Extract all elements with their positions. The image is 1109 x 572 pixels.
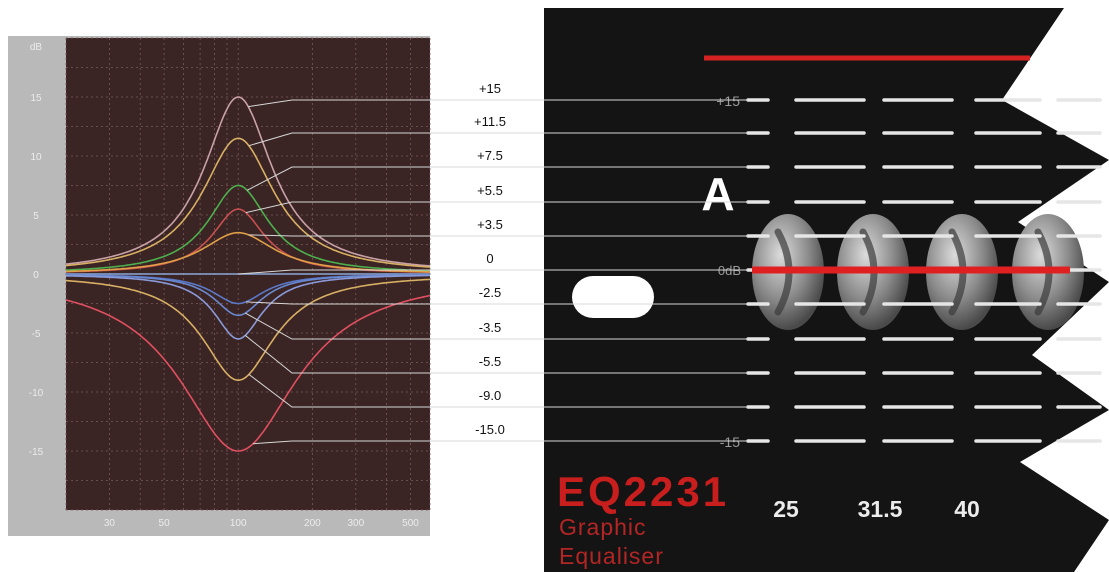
response-curve xyxy=(65,294,431,452)
x-tick-label: 30 xyxy=(104,518,116,529)
band-frequency-25: 25 xyxy=(773,496,799,522)
callout-leader-line xyxy=(245,301,748,305)
equaliser-panel: +15 0dB -15 A EQ2231 Graphic Equaliser 2… xyxy=(544,8,1109,572)
y-tick-label: -10 xyxy=(29,388,44,399)
subtitle-equaliser: Equaliser xyxy=(559,543,664,569)
model-name: EQ2231 xyxy=(557,468,729,515)
response-curve xyxy=(65,184,430,272)
subtitle-graphic: Graphic xyxy=(559,514,647,540)
callout-leader-line xyxy=(238,269,748,275)
gain-callouts: +15 +11.5 +7.5 +5.5 +3.5 0 -2.5 -3.5 -5.5 -9.0 -15… xyxy=(238,81,748,445)
callout-leader-line xyxy=(252,440,748,445)
callout-leader-line xyxy=(245,312,748,340)
response-curves xyxy=(65,96,431,452)
x-tick-label: 300 xyxy=(347,518,364,529)
callout-label: -9.0 xyxy=(479,388,501,403)
callout-leader-line xyxy=(248,374,748,408)
callout-label: +5.5 xyxy=(477,183,503,198)
callout-label: +11.5 xyxy=(474,114,506,129)
callout-label: +3.5 xyxy=(477,217,503,232)
response-curve xyxy=(65,278,431,381)
callout-leader-line xyxy=(244,335,748,374)
response-curve xyxy=(65,96,431,267)
callout-leader-line xyxy=(248,234,748,237)
bottom-scale-label: -15 xyxy=(720,434,740,450)
callout-label: -15.0 xyxy=(475,422,505,437)
callout-label: +15 xyxy=(479,81,501,96)
callout-label: +7.5 xyxy=(477,148,503,163)
callout-leader-line xyxy=(246,166,748,191)
panel-background xyxy=(544,8,1109,572)
y-tick-label: 15 xyxy=(30,93,42,104)
x-tick-label: 500 xyxy=(402,518,419,529)
y-tick-label: 5 xyxy=(33,211,39,222)
y-tick-label: 0 xyxy=(33,270,39,281)
callout-leader-line xyxy=(248,99,748,108)
callout-leader-line xyxy=(248,132,748,147)
y-tick-label: -15 xyxy=(29,447,44,458)
callout-label: -3.5 xyxy=(479,320,501,335)
callout-label: -5.5 xyxy=(479,354,501,369)
band-frequency-40: 40 xyxy=(954,496,980,522)
x-tick-label: 50 xyxy=(159,518,171,529)
x-tick-label: 100 xyxy=(230,518,247,529)
band-frequency-31-5: 31.5 xyxy=(858,496,903,522)
response-curve xyxy=(66,274,430,340)
x-tick-labels: 30 50 100 200 300 500 xyxy=(104,518,419,529)
y-unit-label: dB xyxy=(30,42,43,53)
y-tick-label: 10 xyxy=(30,152,42,163)
top-scale-label: +15 xyxy=(716,93,740,109)
callout-leader-line xyxy=(245,201,748,214)
y-tick-labels: 15 10 5 0 -5 -10 -15 xyxy=(29,93,44,458)
x-tick-label: 200 xyxy=(304,518,321,529)
callout-label: -2.5 xyxy=(479,285,501,300)
channel-label: A xyxy=(701,168,734,220)
response-curve xyxy=(65,137,431,268)
y-tick-label: -5 xyxy=(32,329,41,340)
response-curve xyxy=(66,274,430,317)
callout-label: 0 xyxy=(486,251,493,266)
white-indicator-pill xyxy=(572,276,654,318)
